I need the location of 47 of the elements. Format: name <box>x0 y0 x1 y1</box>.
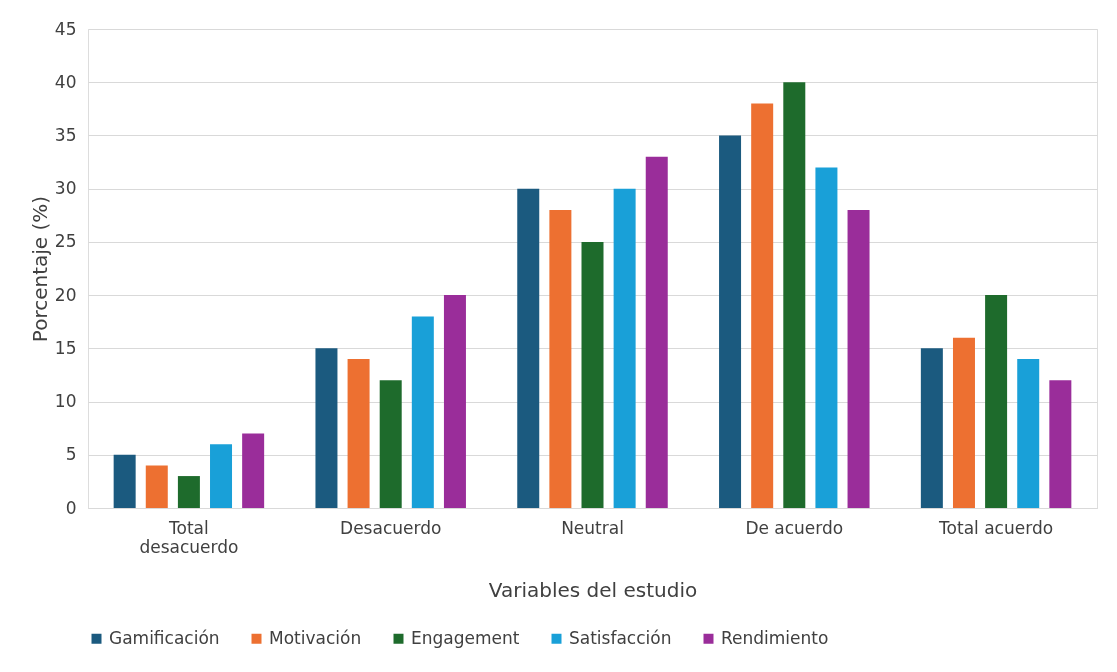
bar <box>719 135 742 508</box>
y-tick-label: 35 <box>54 124 77 145</box>
bar <box>210 444 233 508</box>
bar <box>751 103 774 508</box>
y-tick-label: 45 <box>54 18 77 39</box>
bar <box>549 209 572 508</box>
bar <box>517 188 540 508</box>
y-tick-label: 25 <box>54 231 77 252</box>
legend-label: Rendimiento <box>721 627 829 648</box>
bar <box>613 188 636 508</box>
y-tick-label: 30 <box>54 178 77 199</box>
bar <box>783 82 806 508</box>
y-axis-title: Porcentaje (%) <box>27 195 52 343</box>
bar <box>1049 380 1072 508</box>
bar <box>581 241 604 508</box>
bar <box>315 348 338 508</box>
x-tick-label: Neutral <box>561 517 624 538</box>
y-tick-label: 40 <box>54 71 77 92</box>
y-tick-label: 0 <box>65 497 77 518</box>
x-tick-label: Total acuerdo <box>938 517 1054 538</box>
bar <box>920 348 943 508</box>
legend-label: Motivación <box>269 627 362 648</box>
y-tick-label: 10 <box>54 391 77 412</box>
bar <box>347 358 370 508</box>
bar <box>952 337 975 508</box>
bar <box>1017 358 1040 508</box>
legend-label: Engagement <box>411 627 520 648</box>
y-tick-label: 15 <box>54 337 77 358</box>
legend-label: Gamificación <box>109 627 220 648</box>
x-axis-title: Variables del estudio <box>488 577 698 602</box>
y-tick-label: 5 <box>65 444 77 465</box>
bar <box>985 295 1008 508</box>
bar <box>113 454 136 508</box>
bar <box>411 316 434 508</box>
bar <box>443 295 466 508</box>
legend-label: Satisfacción <box>569 627 672 648</box>
bar <box>815 167 838 508</box>
bar <box>847 209 870 508</box>
bar <box>379 380 402 508</box>
bar <box>177 476 200 508</box>
x-tick-label: Total desacuerdo <box>139 517 239 557</box>
x-tick-label: De acuerdo <box>745 517 844 538</box>
bar <box>645 156 668 508</box>
y-tick-label: 20 <box>54 284 77 305</box>
x-tick-label: Desacuerdo <box>340 517 442 538</box>
bar <box>145 465 168 508</box>
bar <box>242 433 265 508</box>
